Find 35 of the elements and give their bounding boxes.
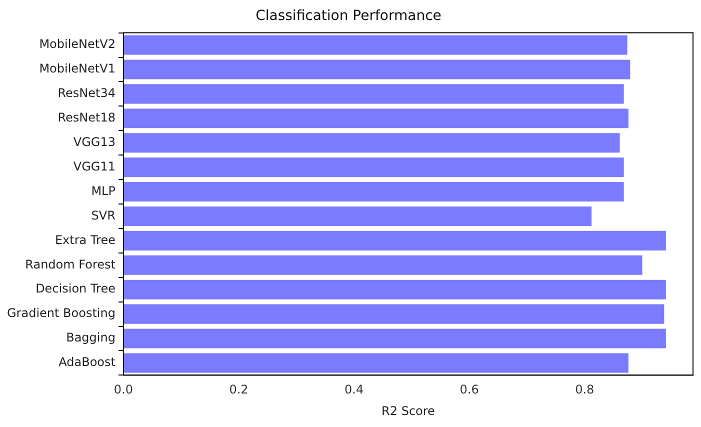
- y-tick-label: Decision Tree: [36, 282, 116, 296]
- y-tick-label: SVR: [91, 208, 116, 222]
- y-tick-label: VGG11: [73, 159, 116, 174]
- x-tick-label: 0.0: [114, 382, 134, 397]
- bar: [123, 280, 666, 300]
- y-tick-label: Extra Tree: [54, 232, 116, 247]
- y-tick-label: MobileNetV2: [39, 37, 116, 52]
- y-tick-label: Bagging: [66, 330, 116, 345]
- y-tick-label: Random Forest: [25, 257, 116, 272]
- y-tick-label: MobileNetV1: [39, 62, 116, 76]
- y-tick-label: AdaBoost: [58, 355, 116, 370]
- chart-title: Classification Performance: [256, 8, 442, 24]
- x-tick-label: 0.6: [460, 382, 479, 397]
- bar: [123, 304, 664, 324]
- bar: [123, 255, 642, 275]
- bar: [123, 353, 628, 373]
- x-tick-label: 0.8: [575, 382, 594, 397]
- bar: [123, 206, 592, 226]
- y-tick-label: MLP: [91, 184, 116, 198]
- bar: [123, 328, 666, 348]
- bar: [123, 60, 630, 80]
- y-tick-label: Gradient Boosting: [6, 306, 116, 320]
- bar: [123, 84, 624, 104]
- y-tick-label: ResNet34: [58, 86, 116, 100]
- bar: [123, 35, 628, 55]
- x-axis-title: R2 Score: [382, 404, 435, 418]
- bar: [123, 108, 628, 128]
- bar: [123, 158, 624, 178]
- x-tick-label: 0.2: [229, 382, 248, 397]
- y-tick-label: VGG13: [73, 134, 116, 149]
- bar: [123, 133, 620, 153]
- bar: [123, 182, 624, 202]
- bar: [123, 230, 666, 250]
- y-tick-label: ResNet18: [58, 110, 116, 125]
- x-tick-label: 0.4: [344, 382, 364, 397]
